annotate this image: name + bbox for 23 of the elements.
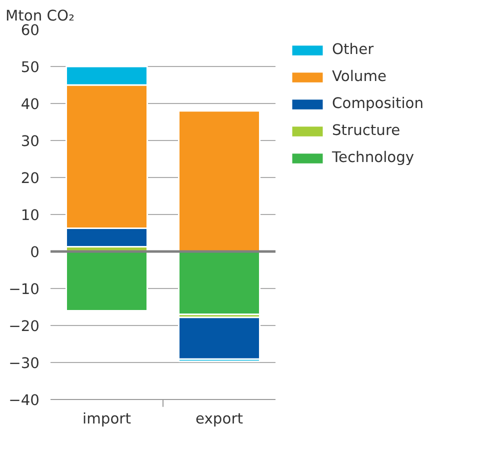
x-tick-label: export xyxy=(196,410,244,428)
y-tick-label: 60 xyxy=(20,22,40,39)
legend-label: Technology xyxy=(332,149,414,166)
legend-label: Volume xyxy=(332,68,387,85)
y-tick-label: −20 xyxy=(8,318,40,335)
y-tick-label: −40 xyxy=(8,392,40,409)
bar xyxy=(178,110,260,252)
legend-label: Composition xyxy=(332,95,424,112)
x-tick-label: import xyxy=(82,410,132,428)
y-tick-label: −10 xyxy=(8,281,40,298)
y-tick-label: 10 xyxy=(20,207,40,224)
y-tick-label: 30 xyxy=(20,133,40,150)
y-tick-label: 0 xyxy=(30,244,40,261)
bar xyxy=(66,250,148,312)
y-tick-label: 50 xyxy=(20,59,40,76)
y-tick-label: 40 xyxy=(20,96,40,113)
y-tick-label: 20 xyxy=(20,170,40,187)
y-axis-title: Mton CO₂ xyxy=(6,8,74,24)
legend-label: Structure xyxy=(332,122,400,139)
bar xyxy=(178,316,260,360)
bar xyxy=(178,250,260,316)
legend-label: Other xyxy=(332,41,374,58)
y-tick-label: −30 xyxy=(8,355,40,372)
